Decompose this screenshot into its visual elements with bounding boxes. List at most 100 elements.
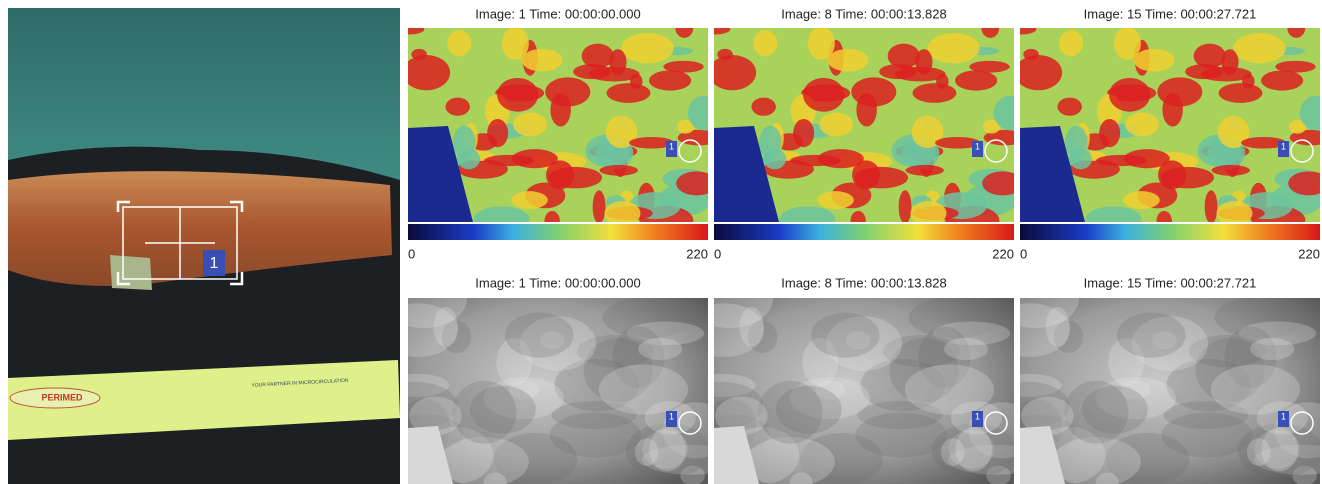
texture — [905, 364, 994, 414]
perfusion-blob — [649, 70, 691, 90]
scale-min: 0 — [1020, 246, 1027, 261]
perfusion-blob — [621, 33, 673, 63]
texture — [856, 412, 947, 457]
perfusion-blob — [1114, 27, 1141, 60]
image-content — [985, 269, 1322, 484]
perfusion-blob — [1216, 201, 1252, 225]
perfusion-blob — [607, 83, 651, 103]
photo: PERIMED YOUR PARTNER IN MICROCIRCULATION… — [8, 8, 400, 484]
image-content — [679, 269, 1045, 484]
roi-label: 1 — [975, 141, 980, 151]
roi-label: 1 — [210, 255, 219, 272]
perfusion-blob — [521, 49, 562, 72]
perfusion-blob — [1015, 55, 1063, 90]
texture — [1162, 412, 1253, 457]
perfusion-blob — [1219, 83, 1263, 103]
perfusion-blob — [879, 64, 917, 79]
perfusion-blob — [759, 126, 781, 159]
perfusion-blob — [604, 201, 640, 225]
perfusion-blob — [817, 191, 854, 209]
perfusion-blob — [484, 155, 535, 166]
color-bar — [408, 224, 708, 240]
roi-label: 1 — [975, 411, 980, 421]
perfusion-blob — [609, 49, 626, 75]
perfusion-blob — [487, 119, 508, 147]
perfusion-blob — [1099, 119, 1120, 147]
texture — [1117, 313, 1186, 358]
perfusion-blob — [790, 155, 841, 166]
perfusion-blob — [819, 112, 853, 136]
texture — [811, 313, 880, 358]
perfusion-blob — [573, 64, 611, 79]
perfusion-blob — [1233, 33, 1285, 63]
roi-label: 1 — [1281, 411, 1286, 421]
figure: PERIMED YOUR PARTNER IN MICROCIRCULATION… — [0, 0, 1322, 484]
perfusion-blob — [1212, 165, 1250, 176]
perfusion-blob — [1185, 64, 1223, 79]
texture — [1250, 338, 1294, 360]
perfusion-blob — [511, 191, 548, 209]
perfusion-blob — [1065, 126, 1087, 159]
perfusion-blob — [981, 19, 999, 38]
image-content — [384, 19, 721, 236]
texture — [599, 364, 688, 414]
roi-label: 1 — [1281, 141, 1286, 151]
brand: PERIMED — [41, 392, 83, 402]
perfusion-blob — [1125, 112, 1159, 136]
perfusion-blob — [1057, 98, 1081, 116]
panel-title: Image: 1 Time: 00:00:00.000 — [475, 6, 641, 21]
perfusion-blob — [913, 83, 957, 103]
perfusion-blob — [445, 98, 469, 116]
perfusion-blob — [753, 30, 777, 56]
perfusion-blob — [910, 201, 946, 225]
scale-max: 220 — [992, 246, 1014, 261]
perfusion-blob — [906, 165, 944, 176]
perfusion-blob — [1109, 78, 1150, 112]
perfusion-blob — [927, 33, 979, 63]
texture — [1082, 386, 1148, 434]
scale-max: 220 — [686, 246, 708, 261]
image-content — [996, 19, 1322, 236]
panel-title: Image: 15 Time: 00:00:27.721 — [1084, 275, 1257, 290]
scale-min: 0 — [714, 246, 721, 261]
perfusion-blob — [1287, 19, 1305, 38]
image-content — [373, 269, 739, 484]
perfusion-image: 1 — [996, 19, 1322, 236]
roi-label: 1 — [669, 141, 674, 151]
texture — [505, 313, 574, 358]
texture — [638, 338, 682, 360]
texture — [550, 412, 641, 457]
marker — [110, 255, 152, 290]
perfusion-blob — [502, 27, 529, 60]
perfusion-blob — [1162, 93, 1182, 126]
perfusion-blob — [593, 190, 606, 223]
perfusion-blob — [550, 93, 570, 126]
texture — [470, 386, 536, 434]
panel-title: Image: 8 Time: 00:00:13.828 — [781, 275, 947, 290]
perfusion-blob — [600, 165, 638, 176]
intensity-image: 1 — [373, 269, 739, 484]
perfusion-blob — [803, 78, 844, 112]
scale-max: 220 — [1298, 246, 1320, 261]
perfusion-blob — [955, 70, 997, 90]
panel-title: Image: 8 Time: 00:00:13.828 — [781, 6, 947, 21]
page: PERIMED YOUR PARTNER IN MICROCIRCULATION… — [0, 0, 1322, 484]
perfusion-blob — [827, 49, 868, 72]
intensity-image: 1 — [985, 269, 1322, 484]
perfusion-blob — [793, 119, 814, 147]
perfusion-image: 1 — [690, 19, 1027, 236]
perfusion-blob — [856, 93, 876, 126]
perfusion-blob — [453, 126, 475, 159]
perfusion-blob — [982, 171, 1023, 195]
perfusion-blob — [709, 55, 757, 90]
panel-title: Image: 15 Time: 00:00:27.721 — [1084, 6, 1257, 21]
perfusion-blob — [676, 171, 717, 195]
texture — [1211, 364, 1300, 414]
perfusion-blob — [751, 98, 775, 116]
perfusion-blob — [447, 30, 471, 56]
texture — [1046, 307, 1070, 347]
texture — [944, 338, 988, 360]
perfusion-image: 1 — [384, 19, 721, 236]
perfusion-blob — [675, 19, 693, 38]
perfusion-blob — [1221, 49, 1238, 75]
